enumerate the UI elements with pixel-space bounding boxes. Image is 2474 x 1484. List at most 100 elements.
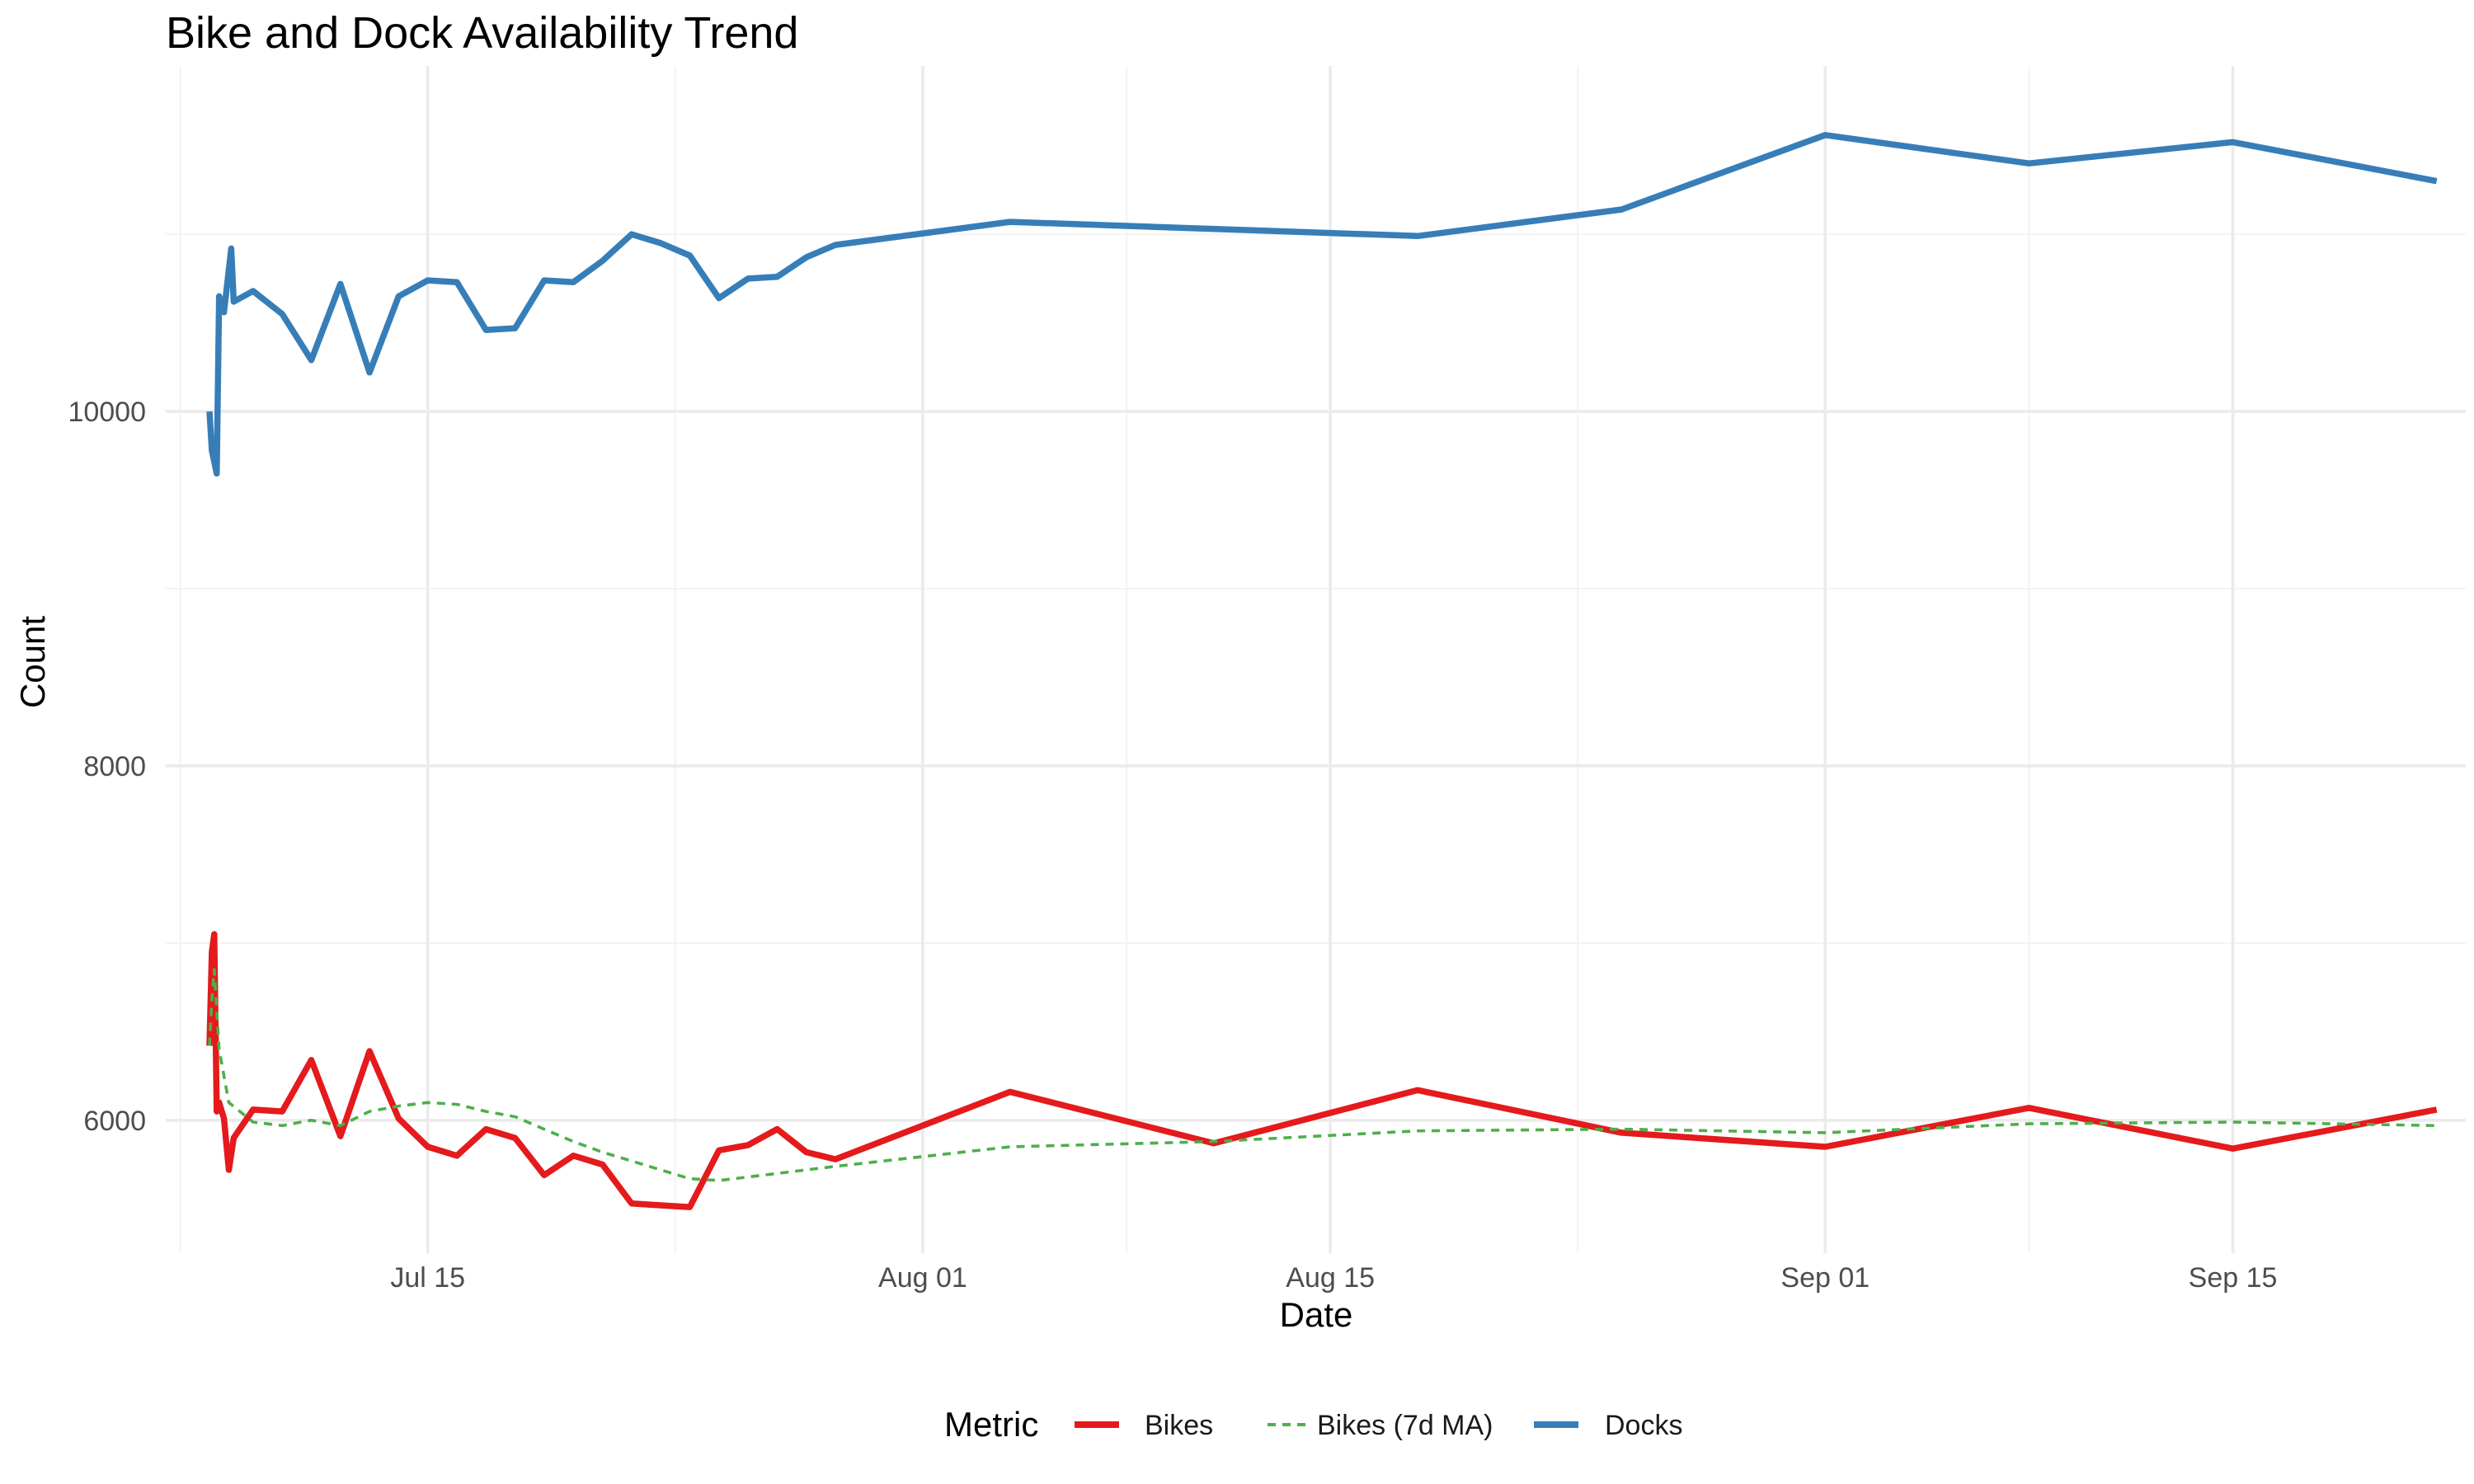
data-point-bikes [513,1135,518,1140]
data-point-bikes-7d-ma [212,967,217,972]
data-point-bikes [629,1201,634,1206]
x-tick-label: Aug 15 [1286,1262,1375,1294]
data-point-bikes [833,1157,838,1162]
data-point-bikes [2026,1106,2031,1111]
data-point-docks [222,310,227,315]
data-point-bikes-7d-ma [745,1175,750,1180]
data-point-docks [658,241,663,246]
data-point-docks [454,279,459,284]
x-tick-label: Sep 15 [2189,1262,2278,1294]
data-point-docks [483,327,488,332]
data-point-bikes [454,1153,459,1158]
data-point-bikes [214,1109,219,1114]
data-point-bikes [231,1135,236,1140]
data-point-docks [367,370,372,375]
data-point-docks [571,279,576,284]
data-point-bikes-7d-ma [2434,1123,2439,1128]
data-point-bikes [212,932,217,937]
data-point-bikes-7d-ma [804,1167,809,1172]
data-point-bikes [542,1172,547,1177]
data-point-bikes-7d-ma [2231,1120,2236,1125]
series-docks [206,132,2439,477]
data-point-bikes-7d-ma [309,1118,314,1123]
data-point-bikes-7d-ma [1823,1130,1827,1135]
data-point-bikes-7d-ma [542,1127,547,1132]
data-point-docks [774,275,779,279]
chart-title: Bike and Dock Availability Trend [166,8,798,58]
data-point-docks [833,242,838,247]
data-point-bikes-7d-ma [280,1123,285,1128]
data-point-bikes-7d-ma [1008,1144,1013,1149]
data-point-bikes [251,1107,256,1112]
data-point-bikes [309,1058,314,1063]
x-tick-label: Jul 15 [390,1262,465,1294]
series-layer [206,132,2439,1210]
data-point-bikes-7d-ma [833,1164,838,1169]
data-point-docks [1008,219,1013,224]
data-point-bikes [600,1162,605,1167]
data-point-docks [2231,139,2236,144]
data-point-docks [717,296,722,301]
data-point-bikes [658,1203,663,1208]
data-point-docks [629,232,634,237]
y-axis-ticks: 6000 8000 10000 [68,397,146,1137]
data-point-bikes [1823,1144,1827,1149]
data-point-docks [228,246,233,251]
y-tick-label: 8000 [83,751,146,782]
data-point-bikes-7d-ma [426,1100,430,1105]
legend-item-docks: Docks [1534,1410,1682,1441]
data-point-bikes-7d-ma [396,1104,401,1109]
data-point-docks [2434,179,2439,184]
series-bikes-7d-ma [208,967,2439,1183]
data-point-docks [207,409,212,414]
series-line-bikes [206,931,2438,1210]
x-tick-label: Aug 01 [878,1262,967,1294]
legend-item-bikes-7d-ma: Bikes (7d MA) [1268,1410,1493,1441]
data-point-bikes-7d-ma [251,1120,256,1125]
data-point-bikes [745,1143,750,1148]
data-point-bikes-7d-ma [717,1178,722,1183]
data-point-bikes-7d-ma [774,1171,779,1176]
data-point-docks [251,289,256,294]
data-point-bikes [209,950,214,955]
x-tick-label: Sep 01 [1780,1262,1870,1294]
data-point-bikes [774,1127,779,1132]
y-axis-title: Count [13,616,52,708]
data-point-docks [217,294,222,298]
data-point-bikes-7d-ma [483,1109,488,1114]
data-point-bikes [2231,1146,2236,1151]
y-tick-label: 10000 [68,397,146,428]
data-point-bikes [426,1144,430,1149]
data-point-docks [231,299,236,304]
data-point-bikes-7d-ma [227,1100,232,1105]
data-point-bikes [717,1148,722,1153]
data-point-docks [688,253,693,258]
data-point-docks [309,358,314,363]
data-point-bikes [367,1049,372,1054]
data-point-bikes [688,1205,693,1209]
data-point-bikes-7d-ma [209,998,214,1003]
data-point-docks [2026,161,2031,166]
legend-label-bikes-7d-ma: Bikes (7d MA) [1317,1410,1493,1441]
series-line-bikes-7d-ma [208,968,2437,1182]
series-bikes [206,931,2439,1210]
data-point-bikes [222,1116,227,1121]
legend-title: Metric [944,1405,1038,1444]
data-point-docks [542,278,547,283]
data-point-bikes-7d-ma [1211,1139,1216,1144]
legend-label-bikes: Bikes [1145,1410,1213,1441]
data-point-docks [396,294,401,298]
data-point-bikes-7d-ma [513,1115,518,1120]
data-point-bikes [280,1109,285,1114]
x-axis-title: Date [1280,1295,1353,1334]
series-line-docks [206,132,2438,477]
data-point-bikes [571,1153,576,1158]
data-point-docks [214,471,219,476]
legend: Metric Bikes Bikes (7d MA) Docks [944,1405,1682,1444]
data-point-docks [1619,207,1624,212]
data-point-bikes [1415,1087,1420,1092]
data-point-bikes [2434,1107,2439,1112]
data-point-bikes-7d-ma [658,1167,663,1172]
data-point-bikes-7d-ma [629,1158,634,1163]
